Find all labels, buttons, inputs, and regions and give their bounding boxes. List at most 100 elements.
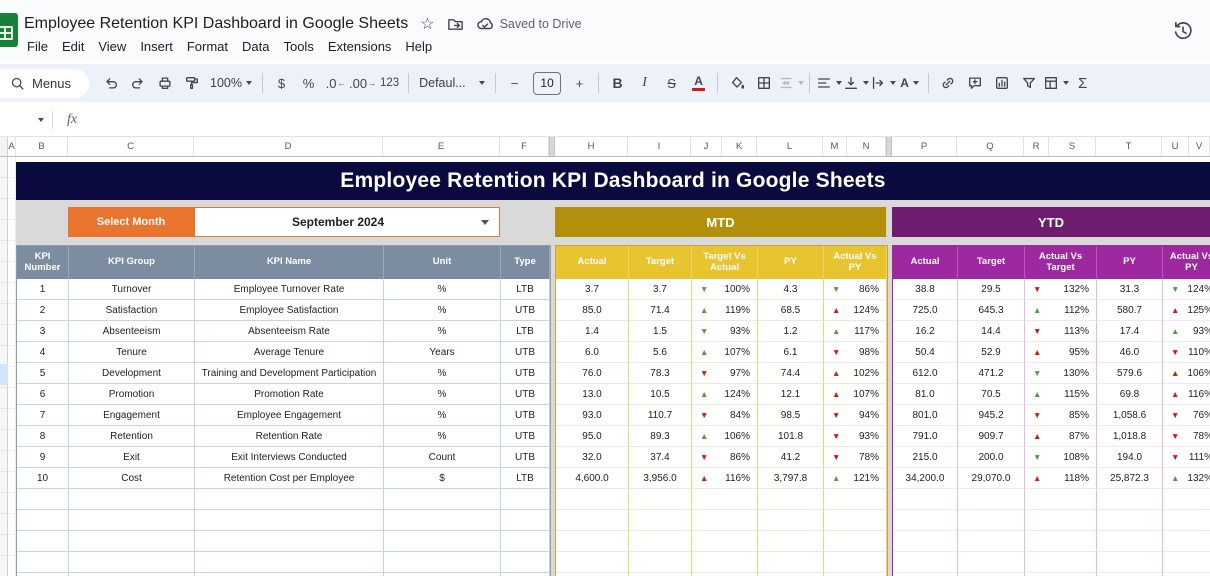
kpi-number[interactable]: 8 bbox=[17, 426, 69, 447]
kpi-name[interactable]: Absenteeism Rate bbox=[195, 321, 384, 342]
mtd-target-vs-actual[interactable]: ▼ 97% bbox=[692, 363, 758, 384]
ytd-actual-vs-py[interactable]: ▼ 124% bbox=[1163, 279, 1210, 300]
empty-cell[interactable] bbox=[501, 573, 550, 576]
ytd-target[interactable]: 471.2 bbox=[958, 363, 1025, 384]
menu-data[interactable]: Data bbox=[242, 39, 270, 54]
kpi-group[interactable]: Cost bbox=[69, 468, 195, 489]
kpi-type[interactable]: UTB bbox=[501, 426, 550, 447]
empty-cell[interactable] bbox=[195, 552, 384, 573]
kpi-type[interactable]: LTB bbox=[501, 321, 550, 342]
kpi-group[interactable]: Retention bbox=[69, 426, 195, 447]
empty-cell[interactable] bbox=[501, 510, 550, 531]
borders-button[interactable] bbox=[750, 70, 777, 96]
ytd-actual-vs-target[interactable]: ▼ 130% bbox=[1025, 363, 1097, 384]
ytd-actual-vs-target[interactable]: ▲ 118% bbox=[1025, 468, 1097, 489]
mtd-target-vs-actual[interactable]: ▲ 106% bbox=[692, 426, 758, 447]
kpi-number[interactable]: 10 bbox=[17, 468, 69, 489]
column-header-F[interactable]: F bbox=[500, 137, 549, 156]
mtd-py[interactable]: 68.5 bbox=[758, 300, 824, 321]
empty-cell[interactable] bbox=[824, 489, 887, 510]
kpi-number[interactable]: 3 bbox=[17, 321, 69, 342]
version-history-icon[interactable] bbox=[1172, 20, 1194, 42]
kpi-number[interactable]: 4 bbox=[17, 342, 69, 363]
empty-cell[interactable] bbox=[692, 573, 758, 576]
kpi-type[interactable]: UTB bbox=[501, 363, 550, 384]
empty-cell[interactable] bbox=[958, 552, 1025, 573]
ytd-py[interactable]: 31.3 bbox=[1097, 279, 1163, 300]
empty-cell[interactable] bbox=[195, 510, 384, 531]
empty-cell[interactable] bbox=[824, 573, 887, 576]
kpi-number[interactable]: 2 bbox=[17, 300, 69, 321]
info-header-5[interactable]: Type bbox=[501, 246, 550, 279]
empty-cell[interactable] bbox=[69, 573, 195, 576]
ytd-header-1[interactable]: Actual bbox=[893, 246, 958, 279]
text-wrap-button[interactable] bbox=[869, 70, 896, 96]
ytd-actual-vs-target[interactable]: ▲ 115% bbox=[1025, 384, 1097, 405]
kpi-unit[interactable]: $ bbox=[384, 468, 501, 489]
zoom-select[interactable]: 100% bbox=[205, 70, 257, 96]
mtd-py[interactable]: 98.5 bbox=[758, 405, 824, 426]
empty-cell[interactable] bbox=[1025, 531, 1097, 552]
mtd-header-3[interactable]: Target Vs Actual bbox=[692, 246, 758, 279]
more-formats-button[interactable]: 123 bbox=[380, 77, 400, 89]
ytd-py[interactable]: 579.6 bbox=[1097, 363, 1163, 384]
ytd-actual[interactable]: 16.2 bbox=[893, 321, 958, 342]
text-color-button[interactable]: A bbox=[685, 70, 712, 96]
ytd-target[interactable]: 29.5 bbox=[958, 279, 1025, 300]
mtd-target[interactable]: 3,956.0 bbox=[629, 468, 692, 489]
mtd-target-vs-actual[interactable]: ▲ 116% bbox=[692, 468, 758, 489]
mtd-target[interactable]: 3.7 bbox=[629, 279, 692, 300]
empty-cell[interactable] bbox=[501, 552, 550, 573]
ytd-py[interactable]: 25,872.3 bbox=[1097, 468, 1163, 489]
column-a[interactable] bbox=[8, 157, 16, 576]
empty-cell[interactable] bbox=[1025, 573, 1097, 576]
kpi-name[interactable]: Retention Cost per Employee bbox=[195, 468, 384, 489]
empty-cell[interactable] bbox=[824, 510, 887, 531]
menus-button[interactable]: Menus bbox=[0, 68, 90, 98]
spreadsheet-grid[interactable]: Employee Retention KPI Dashboard in Goog… bbox=[0, 157, 1210, 576]
empty-cell[interactable] bbox=[384, 573, 501, 576]
ytd-py[interactable]: 580.7 bbox=[1097, 300, 1163, 321]
mtd-target[interactable]: 71.4 bbox=[629, 300, 692, 321]
redo-button[interactable] bbox=[124, 70, 151, 96]
info-header-4[interactable]: Unit bbox=[384, 246, 501, 279]
empty-cell[interactable] bbox=[958, 573, 1025, 576]
empty-cell[interactable] bbox=[556, 489, 629, 510]
mtd-actual[interactable]: 85.0 bbox=[556, 300, 629, 321]
horizontal-align-button[interactable] bbox=[815, 70, 842, 96]
ytd-header-4[interactable]: PY bbox=[1097, 246, 1163, 279]
kpi-name[interactable]: Training and Development Participation bbox=[195, 363, 384, 384]
empty-cell[interactable] bbox=[195, 573, 384, 576]
mtd-actual-vs-py[interactable]: ▼ 86% bbox=[824, 279, 887, 300]
mtd-actual[interactable]: 13.0 bbox=[556, 384, 629, 405]
empty-cell[interactable] bbox=[893, 573, 958, 576]
empty-cell[interactable] bbox=[69, 510, 195, 531]
column-header-M[interactable]: M bbox=[823, 137, 847, 156]
format-percent-button[interactable]: % bbox=[302, 75, 315, 91]
mtd-actual-vs-py[interactable]: ▲ 102% bbox=[824, 363, 887, 384]
kpi-group[interactable]: Promotion bbox=[69, 384, 195, 405]
empty-cell[interactable] bbox=[17, 552, 69, 573]
kpi-unit[interactable]: % bbox=[384, 363, 501, 384]
column-header-D[interactable]: D bbox=[194, 137, 383, 156]
ytd-actual-vs-target[interactable]: ▼ 113% bbox=[1025, 321, 1097, 342]
mtd-actual[interactable]: 6.0 bbox=[556, 342, 629, 363]
text-rotation-button[interactable]: A bbox=[896, 70, 923, 96]
decrease-font-size-button[interactable]: − bbox=[510, 75, 519, 91]
kpi-type[interactable]: UTB bbox=[501, 384, 550, 405]
empty-cell[interactable] bbox=[1025, 510, 1097, 531]
empty-cell[interactable] bbox=[384, 510, 501, 531]
increase-font-size-button[interactable]: + bbox=[575, 75, 584, 91]
kpi-type[interactable]: UTB bbox=[501, 342, 550, 363]
kpi-unit[interactable]: Count bbox=[384, 447, 501, 468]
mtd-actual-vs-py[interactable]: ▼ 93% bbox=[824, 426, 887, 447]
mtd-target[interactable]: 10.5 bbox=[629, 384, 692, 405]
ytd-actual[interactable]: 34,200.0 bbox=[893, 468, 958, 489]
empty-cell[interactable] bbox=[692, 510, 758, 531]
ytd-py[interactable]: 69.8 bbox=[1097, 384, 1163, 405]
column-header-corner[interactable] bbox=[0, 137, 8, 156]
kpi-number[interactable]: 7 bbox=[17, 405, 69, 426]
column-header-B[interactable]: B bbox=[16, 137, 68, 156]
column-header-J[interactable]: J bbox=[691, 137, 722, 156]
column-header-S[interactable]: S bbox=[1049, 137, 1096, 156]
